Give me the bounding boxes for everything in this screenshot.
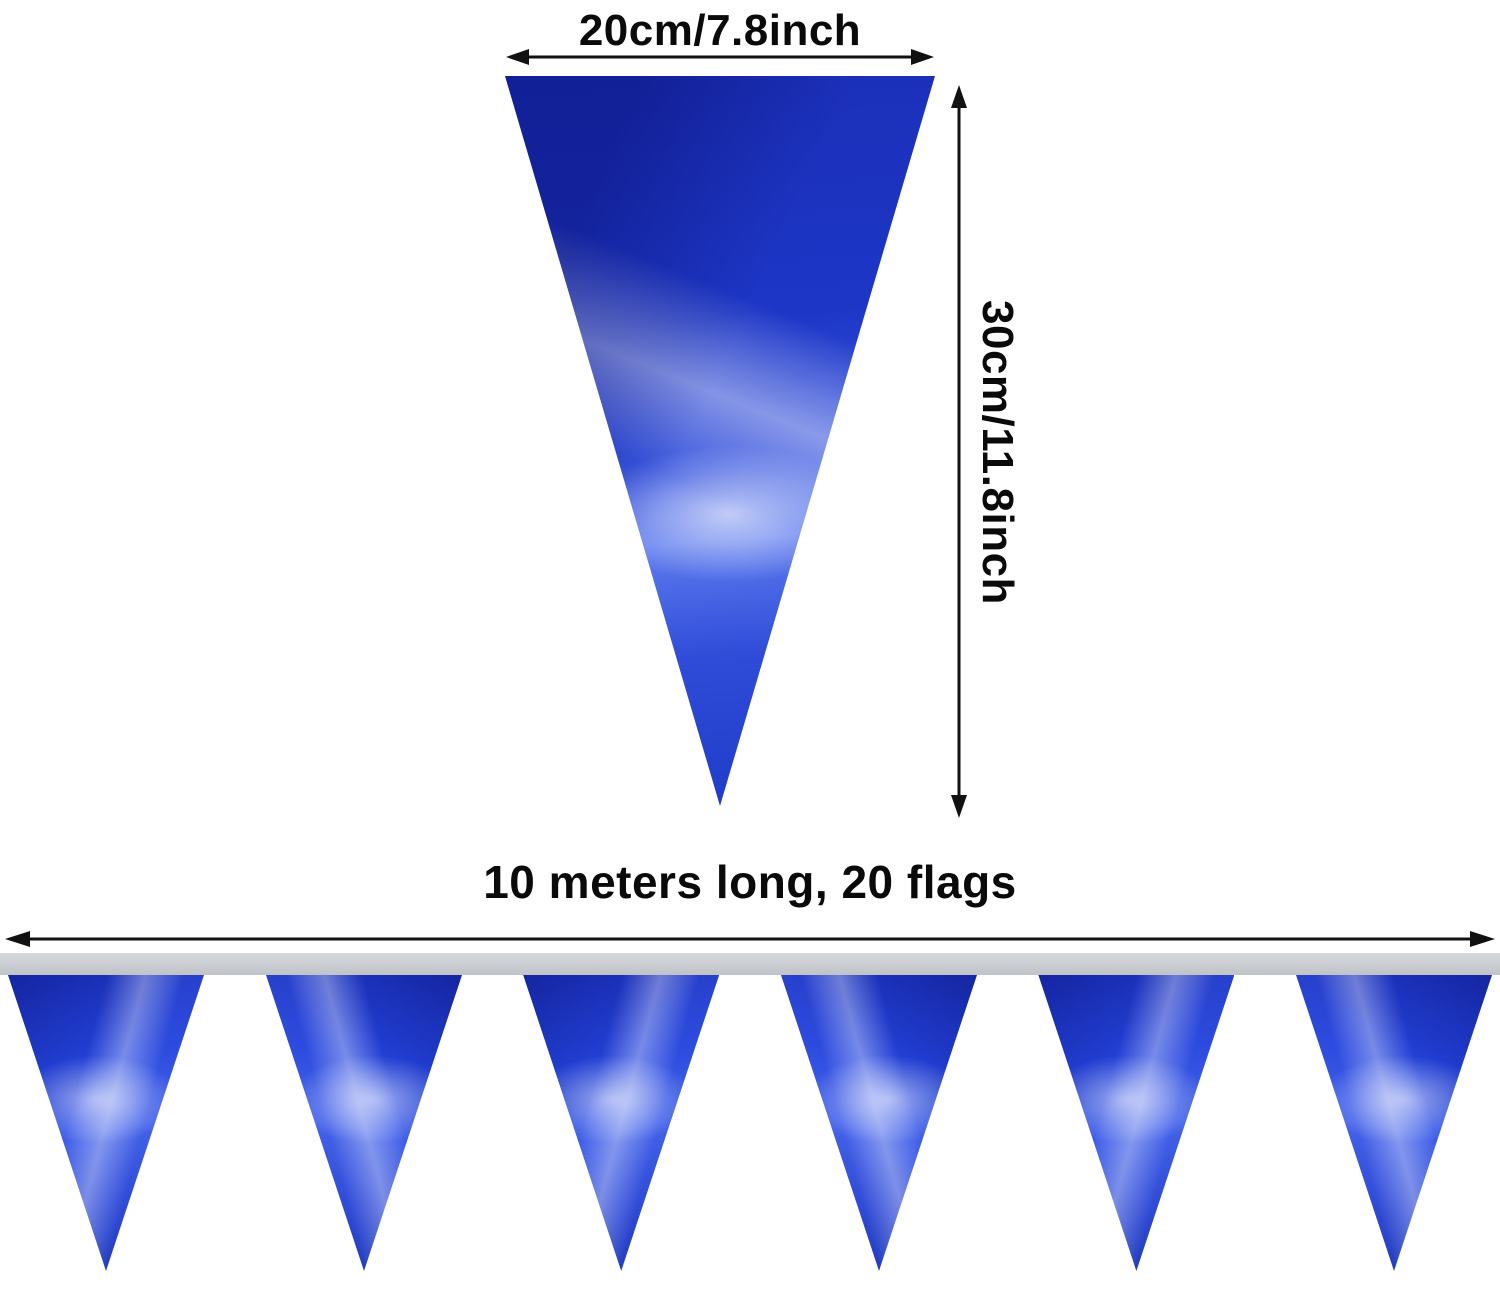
flag-height-label: 30cm/11.8inch [973,300,1022,605]
pennant-flag [523,975,720,1271]
pennant-flag [1296,975,1492,1271]
banner-ribbon [0,953,1500,975]
pennant-flag [8,975,204,1271]
pennant-flag [1038,975,1235,1271]
pennant-flag [781,975,977,1271]
pennant-banner-row [0,975,1500,1275]
width-arrow-icon [506,49,934,65]
flag-width-label: 20cm/7.8inch [578,6,862,55]
length-arrow-icon [5,931,1495,947]
banner-length-label: 10 meters long, 20 flags [483,856,1017,908]
single-pennant-flag [505,76,935,806]
height-arrow-icon [951,85,967,818]
pennant-flag [266,975,462,1271]
